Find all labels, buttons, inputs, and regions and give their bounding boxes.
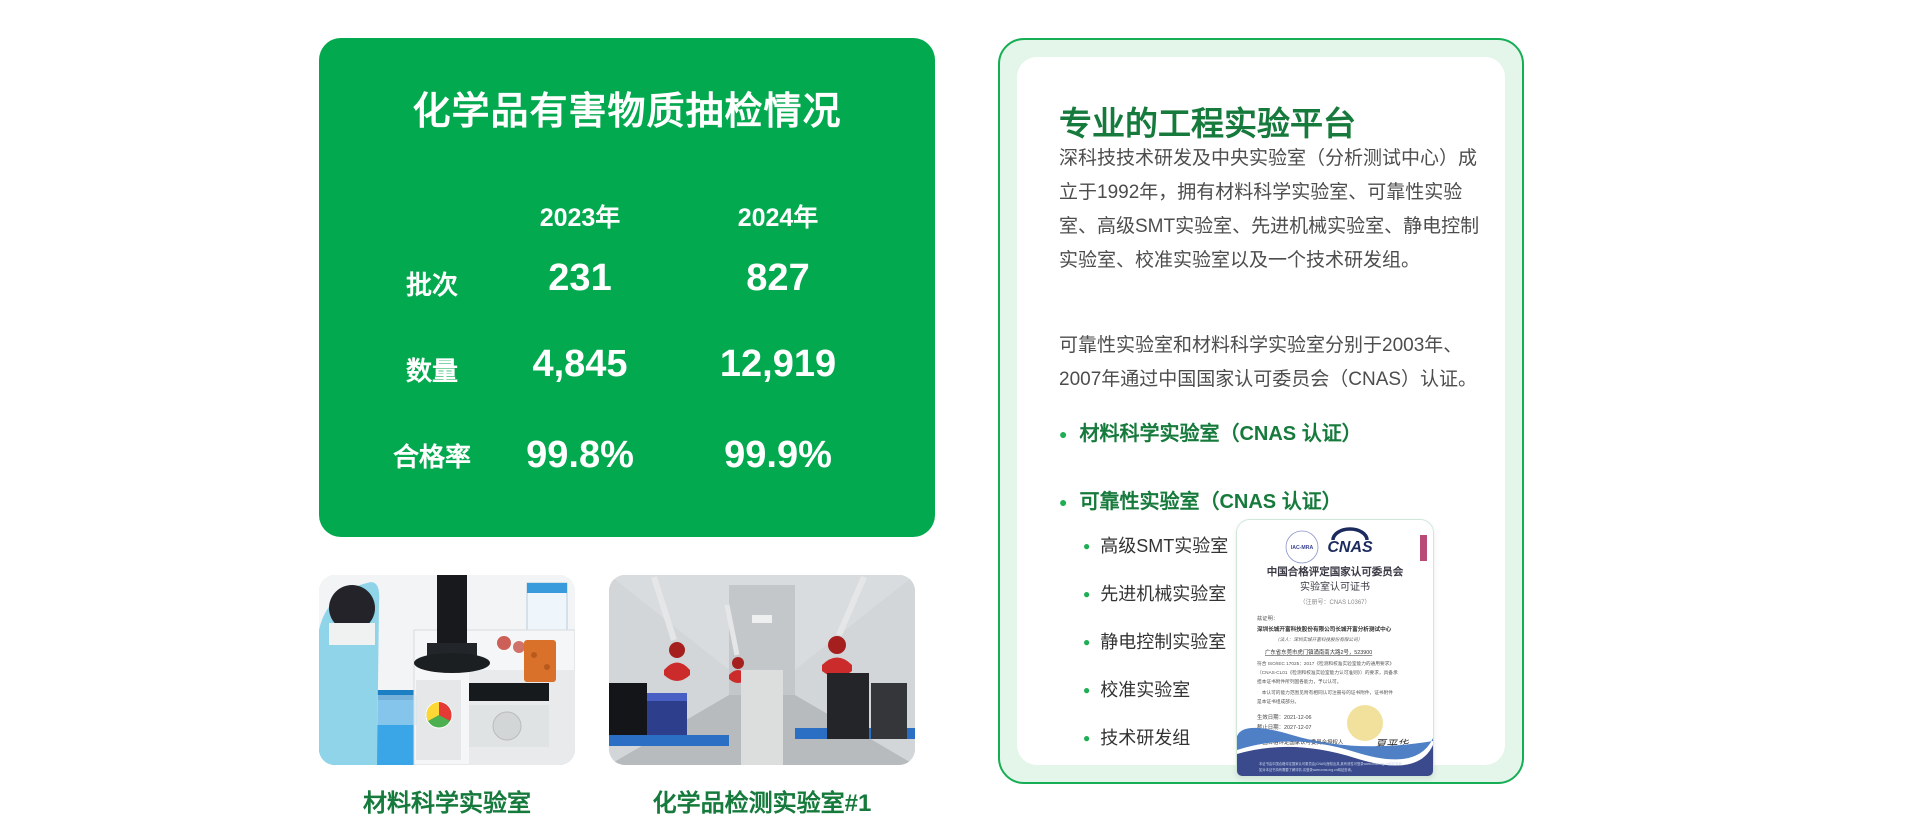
svg-text:实验室认可证书: 实验室认可证书 bbox=[1300, 580, 1370, 593]
svg-text:（注册号：CNAS L0367）: （注册号：CNAS L0367） bbox=[1299, 598, 1370, 606]
svg-text:担本证书附件所列国各能力，予以认可。: 担本证书附件所列国各能力，予以认可。 bbox=[1257, 678, 1341, 685]
svg-text:本认可的能力范围见附有相同认可注册号的证书附件，证书附件: 本认可的能力范围见附有相同认可注册号的证书附件，证书附件 bbox=[1257, 689, 1393, 696]
svg-text:（CNAS-CL01《检测和校准实验室能力认可准则》）的要求: （CNAS-CL01《检测和校准实验室能力认可准则》）的要求，具备承 bbox=[1257, 669, 1398, 676]
svg-text:兹证明：: 兹证明： bbox=[1257, 614, 1278, 622]
svg-text:广东省东莞市虎门镇涌南南大路2号，523900: 广东省东莞市虎门镇涌南南大路2号，523900 bbox=[1265, 648, 1372, 656]
svg-text:深圳长城开富科技股份有限公司长城开富分析测试中心: 深圳长城开富科技股份有限公司长城开富分析测试中心 bbox=[1257, 625, 1392, 633]
svg-text:（法人：深圳实城开富科技股份有限公司）: （法人：深圳实城开富科技股份有限公司） bbox=[1275, 637, 1362, 642]
svg-text:本证书由中国合格评定国家认可委员会(CNAS)授权出具,其有: 本证书由中国合格评定国家认可委员会(CNAS)授权出具,其有效性可登录www.c… bbox=[1259, 761, 1405, 766]
svg-text:是本证书组成部分。: 是本证书组成部分。 bbox=[1257, 698, 1299, 705]
svg-text:中国合格评定国家认可委员会: 中国合格评定国家认可委员会 bbox=[1267, 565, 1404, 578]
svg-text:生效日期：2021-12-06: 生效日期：2021-12-06 bbox=[1257, 713, 1312, 721]
svg-text:符合 ISO/IEC 17025：2017《检测和校准实验室: 符合 ISO/IEC 17025：2017《检测和校准实验室能力的通用要求》 bbox=[1257, 660, 1394, 667]
svg-text:IAC-MRA: IAC-MRA bbox=[1291, 545, 1314, 551]
svg-text:如对本证书持有需要了解详情,请登录www.cnas.org.: 如对本证书持有需要了解详情,请登录www.cnas.org.cn网站查询。 bbox=[1259, 767, 1354, 772]
svg-text:CNAS: CNAS bbox=[1327, 539, 1373, 556]
